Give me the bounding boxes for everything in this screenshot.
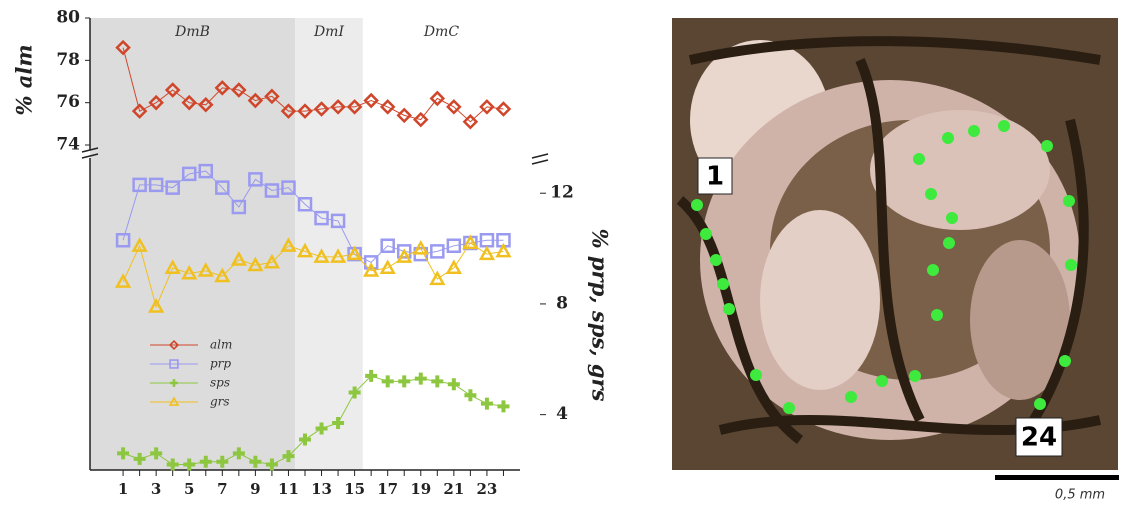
x-tick-label: 5 [184, 480, 194, 498]
micrograph: 1 24 0,5 mm [660, 0, 1120, 506]
y-tick-label: 76 [56, 92, 80, 112]
x-tick-label: 11 [278, 480, 299, 498]
x-tick-label: 21 [443, 480, 464, 498]
x-tick-label: 7 [217, 480, 227, 498]
x-tick-label: 1 [118, 480, 128, 498]
x-tick-label: 15 [344, 480, 365, 498]
zone-label: DmB [174, 24, 210, 40]
x-tick-label: 9 [250, 480, 260, 498]
x-tick-label: 19 [410, 480, 431, 498]
photo-area [760, 210, 880, 390]
legend-label: alm [210, 338, 232, 352]
scale-bar [995, 475, 1119, 480]
x-tick-label: 3 [151, 480, 161, 498]
y-axis-title: % alm [12, 44, 37, 115]
zone-label: DmC [423, 24, 460, 40]
y-tick-label: 80 [56, 8, 80, 28]
zone-label: DmI [313, 24, 345, 40]
x-tick-label: 23 [476, 480, 497, 498]
point-label: 1 [706, 162, 724, 192]
x-tick-label: 17 [377, 480, 398, 498]
scale-label: 0,5 mm [1055, 488, 1105, 503]
y2-tick-label: 8 [556, 293, 568, 313]
point-label: 24 [1021, 423, 1057, 453]
legend-label: sps [210, 376, 230, 390]
y-tick-label: 78 [56, 50, 80, 70]
photo-area [870, 110, 1050, 230]
page: % alm % prp, sps, grs DmBDmIDmC747678804… [0, 0, 1131, 506]
y2-tick-label: 4 [556, 404, 568, 424]
legend-label: prp [210, 357, 231, 371]
y2-axis-title: % prp, sps, grs [588, 229, 613, 402]
legend-label: grs [210, 395, 230, 409]
y2-tick-label: 12 [550, 183, 574, 203]
x-tick-label: 13 [311, 480, 332, 498]
y-tick-label: 74 [56, 135, 80, 155]
